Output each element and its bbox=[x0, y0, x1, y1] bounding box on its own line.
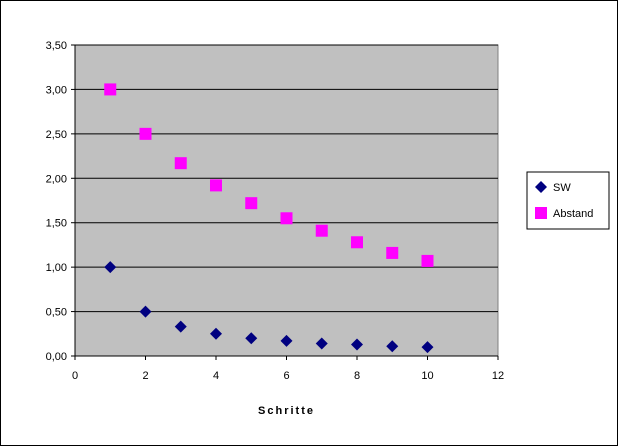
legend-label: SW bbox=[553, 182, 571, 194]
data-point bbox=[386, 340, 399, 353]
data-point bbox=[174, 320, 187, 333]
series-abstand bbox=[104, 83, 434, 267]
data-point bbox=[421, 341, 434, 354]
y-tick-label: 1,50 bbox=[46, 218, 67, 230]
x-tick-label: 12 bbox=[492, 370, 504, 382]
data-point bbox=[421, 254, 434, 267]
data-point bbox=[104, 261, 117, 274]
data-point bbox=[280, 212, 293, 225]
legend-marker bbox=[535, 181, 547, 193]
data-point bbox=[139, 127, 152, 140]
legend-marker bbox=[535, 207, 547, 219]
data-point bbox=[210, 327, 222, 340]
data-point bbox=[210, 179, 222, 192]
y-tick-label: 3,50 bbox=[46, 40, 67, 52]
x-tick-label: 8 bbox=[354, 370, 360, 382]
x-tick-label: 4 bbox=[213, 370, 219, 382]
x-tick-label: 2 bbox=[142, 370, 148, 382]
data-point bbox=[139, 305, 152, 318]
data-point bbox=[245, 332, 258, 345]
y-tick-label: 3,00 bbox=[46, 84, 67, 96]
y-tick-label: 0,50 bbox=[46, 307, 67, 319]
series-sw bbox=[104, 261, 434, 354]
data-point bbox=[280, 334, 293, 347]
y-tick-label: 0,00 bbox=[46, 351, 67, 363]
x-tick-label: 10 bbox=[421, 370, 433, 382]
data-marks bbox=[104, 83, 434, 354]
data-point bbox=[315, 224, 328, 237]
data-point bbox=[351, 236, 363, 249]
x-tick-label: 0 bbox=[72, 370, 78, 382]
data-point bbox=[315, 337, 328, 350]
legend-box bbox=[526, 171, 610, 230]
legend-label: Abstand bbox=[553, 208, 593, 220]
data-point bbox=[174, 157, 187, 170]
y-axis-ticks: 0,00 0,50 1,00 1,50 2,00 2,50 3,00 3,50 bbox=[46, 40, 75, 363]
y-tick-label: 2,00 bbox=[46, 173, 67, 185]
x-axis-ticks: 0 2 4 6 8 10 12 bbox=[72, 356, 504, 382]
data-point bbox=[245, 197, 258, 210]
y-tick-label: 1,00 bbox=[46, 262, 67, 274]
plot-area bbox=[74, 44, 499, 357]
data-point bbox=[386, 246, 399, 259]
x-axis-label: Schritte bbox=[258, 405, 315, 417]
data-point bbox=[104, 83, 117, 96]
y-tick-label: 2,50 bbox=[46, 129, 67, 141]
data-point bbox=[351, 338, 363, 351]
x-tick-label: 6 bbox=[283, 370, 289, 382]
legend: SW Abstand bbox=[526, 171, 610, 230]
